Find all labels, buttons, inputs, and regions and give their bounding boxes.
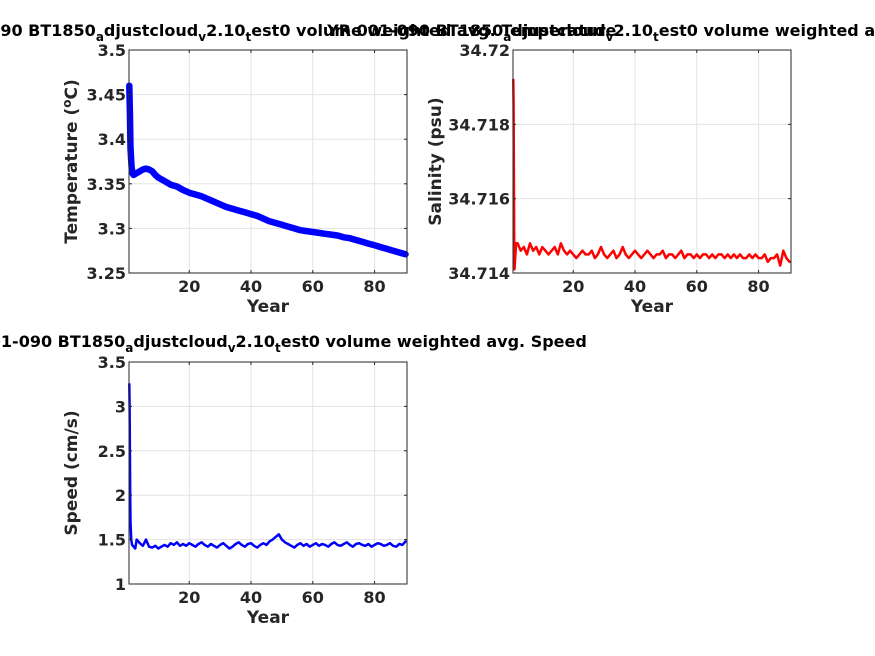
salinity-x-axis-label: Year: [630, 297, 674, 317]
speed-title-part: 2.10: [236, 332, 275, 351]
temperature-axes-box: [128, 49, 408, 274]
salinity-y-axis-label-main: Salinity (psu): [426, 97, 446, 225]
speed-axes-box: [128, 361, 408, 585]
salinity-y-tick-label: 34.72: [459, 41, 510, 60]
temperature-y-axis-label-tail: C): [62, 79, 82, 99]
salinity-y-tick-label: 34.714: [448, 264, 510, 283]
speed-y-tick-label: 1.5: [98, 531, 126, 550]
speed-plot-title: YR 001-090 BT1850adjustcloudv2.10test0 v…: [0, 332, 587, 355]
temperature-x-tick-label: 80: [363, 277, 385, 296]
speed-title-part: YR 001-090 BT1850: [0, 332, 125, 351]
speed-title-part: a: [125, 341, 133, 355]
speed-y-tick-label: 2: [115, 486, 126, 505]
temperature-y-tick-label: 3.4: [98, 130, 126, 149]
salinity-plot-area: [513, 50, 791, 273]
temperature-y-axis-label: Temperature (oC): [60, 79, 82, 243]
salinity-y-tick-label: 34.716: [448, 190, 510, 209]
temperature-title-part: YR 001-090 BT1850: [0, 21, 96, 40]
temperature-title-part: 2.10: [206, 21, 245, 40]
speed-plot: 20 40 60 80 1 1.5 2 2.5 3 3.5 Year Speed (cm/s) YR 0…: [0, 332, 587, 628]
salinity-title-part: YR 001-090 BT1850: [326, 21, 503, 40]
salinity-series-line: [512, 78, 791, 271]
temperature-x-axis-label: Year: [246, 297, 290, 317]
speed-y-tick-label: 2.5: [98, 442, 126, 461]
temperature-title-part: djustcloud: [104, 21, 198, 40]
temperature-y-axis-label-sup: o: [60, 100, 74, 108]
speed-x-tick-label: 40: [240, 588, 262, 607]
speed-title-part: djustcloud: [133, 332, 227, 351]
speed-y-tick-label: 3: [115, 397, 126, 416]
speed-y-tick-label: 1: [115, 575, 126, 594]
salinity-title-part: t: [653, 30, 659, 44]
temperature-y-tick-label: 3.35: [87, 175, 126, 194]
salinity-title-part: djustcloud: [511, 21, 605, 40]
temperature-plot-area: [129, 50, 407, 273]
temperature-y-tick-label: 3.5: [98, 41, 126, 60]
salinity-x-tick-label: 80: [747, 277, 769, 296]
speed-series-line: [128, 382, 407, 550]
salinity-title-part: est0 volume weighted avg. Salinity: [659, 21, 875, 40]
salinity-axes-box: [512, 49, 792, 274]
speed-plot-area: [129, 362, 407, 584]
temperature-title-part: est0 volume weighted avg. Temperature: [251, 21, 616, 40]
temperature-plot-title: YR 001-090 BT1850adjustcloudv2.10test0 v…: [0, 21, 616, 44]
temperature-x-tick-label: 40: [240, 277, 262, 296]
temperature-y-tick-label: 3.3: [98, 219, 126, 238]
salinity-y-tick-label: 34.718: [448, 115, 510, 134]
speed-title-part: t: [275, 341, 281, 355]
salinity-title-part: v: [606, 30, 614, 44]
speed-title-part: est0 volume weighted avg. Speed: [281, 332, 587, 351]
salinity-y-axis-label: Salinity (psu): [426, 97, 446, 225]
salinity-x-tick-label: 20: [562, 277, 584, 296]
temperature-plot: 20 40 60 80 3.25 3.3 3.35 3.4 3.45 3.5 Year Tempera…: [0, 21, 616, 317]
salinity-title-part: 2.10: [613, 21, 652, 40]
speed-x-axis-label: Year: [246, 608, 290, 628]
temperature-y-axis-label-main: Temperature (: [62, 108, 82, 244]
speed-title-part: v: [228, 341, 236, 355]
temperature-title-part: v: [198, 30, 206, 44]
salinity-plot: 20 40 60 80 34.714 34.716 34.718 34.72 Year Salin…: [326, 21, 875, 317]
temperature-series-line: [126, 82, 409, 258]
speed-y-axis-label-main: Speed (cm/s): [62, 410, 82, 535]
temperature-title-part: a: [96, 30, 104, 44]
temperature-y-tick-label: 3.25: [87, 264, 126, 283]
speed-x-tick-label: 80: [363, 588, 385, 607]
temperature-y-tick-label: 3.45: [87, 86, 126, 105]
speed-x-tick-label: 60: [302, 588, 324, 607]
salinity-plot-title: YR 001-090 BT1850adjustcloudv2.10test0 v…: [326, 21, 875, 44]
temperature-title-part: t: [246, 30, 252, 44]
salinity-x-tick-label: 60: [686, 277, 708, 296]
speed-x-tick-label: 20: [178, 588, 200, 607]
temperature-x-tick-label: 60: [302, 277, 324, 296]
salinity-x-tick-label: 40: [624, 277, 646, 296]
temperature-x-tick-label: 20: [178, 277, 200, 296]
salinity-title-part: a: [503, 30, 511, 44]
speed-y-tick-label: 3.5: [98, 353, 126, 372]
speed-y-axis-label: Speed (cm/s): [62, 410, 82, 535]
